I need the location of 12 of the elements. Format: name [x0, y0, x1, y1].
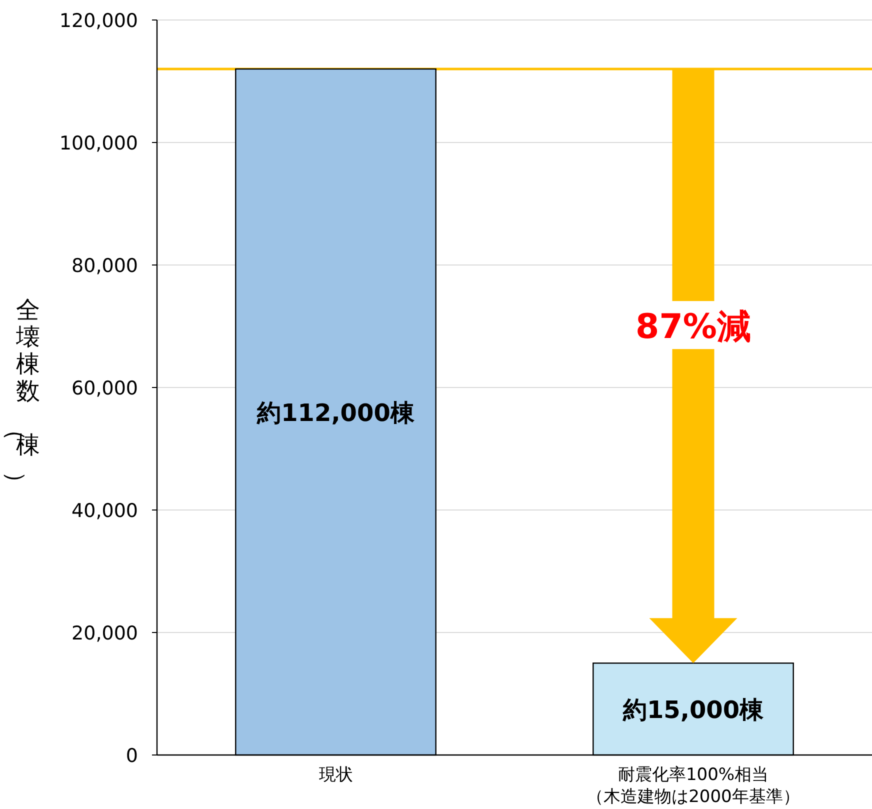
y-tick-label: 80,000: [72, 255, 138, 277]
data-label: 約112,000棟: [256, 399, 416, 427]
y-tick-label: 60,000: [72, 378, 138, 400]
y-tick-label: 100,000: [59, 132, 138, 154]
annotation: 87%減: [636, 307, 751, 348]
x-tick-label: 現状: [318, 765, 353, 785]
y-tick-label: 40,000: [72, 500, 138, 522]
x-tick-label: 耐震化率100%相当（木造建物は2000年基準）: [586, 765, 800, 807]
y-tick-label: 120,000: [59, 10, 138, 32]
y-tick-label: 0: [126, 745, 138, 767]
data-label: 約15,000棟: [622, 696, 765, 724]
y-tick-label: 20,000: [72, 622, 138, 644]
